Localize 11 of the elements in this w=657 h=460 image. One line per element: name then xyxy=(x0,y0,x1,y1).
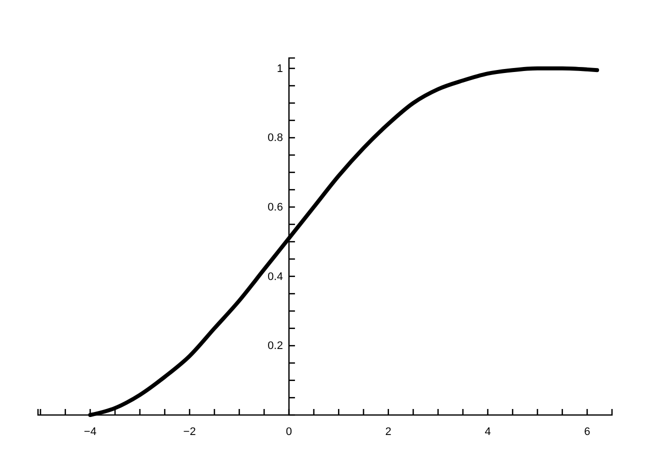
x-tick-label: 2 xyxy=(385,426,392,438)
x-tick-label: 0 xyxy=(286,426,292,438)
x-tick-label: −4 xyxy=(84,426,96,438)
y-tick-label: 0.2 xyxy=(268,340,283,352)
y-tick-label: 0.4 xyxy=(268,270,283,283)
x-tick-label: 4 xyxy=(484,426,491,438)
y-tick-label: 0.6 xyxy=(268,202,283,214)
x-tick-label: −2 xyxy=(183,426,196,438)
y-tick-label: 1 xyxy=(276,62,283,75)
y-tick-label: 0.8 xyxy=(268,132,283,144)
x-tick-label: 6 xyxy=(584,426,590,438)
